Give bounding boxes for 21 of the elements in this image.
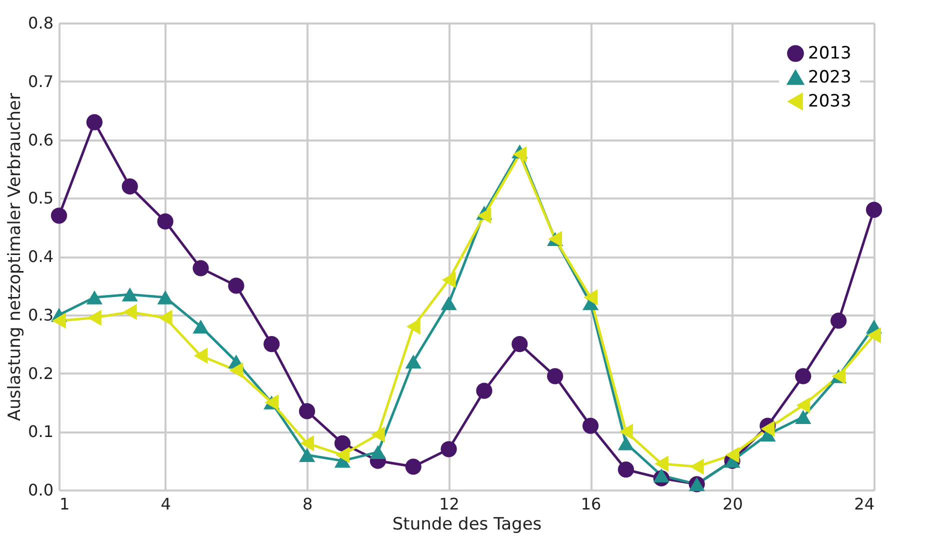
x-tick-label: 1 (60, 494, 70, 514)
legend-label: 2033 (808, 92, 852, 112)
y-tick-label: 0.0 (28, 480, 54, 500)
x-tick-label: 24 (854, 494, 874, 514)
y-tick-label: 0.7 (28, 72, 54, 91)
y-tick-label: 0.4 (28, 247, 54, 266)
y-tick-label: 0.6 (28, 130, 54, 150)
legend-label: 2023 (808, 68, 852, 88)
x-axis-title: Stunde des Tages (392, 514, 542, 534)
y-axis-title: Auslastung netzoptimaler Verbraucher (5, 93, 26, 421)
x-tick-label: 12 (439, 494, 460, 514)
x-tick-label: 16 (580, 494, 602, 514)
legend-label: 2013 (808, 44, 852, 64)
y-tick-label: 0.1 (28, 422, 54, 442)
y-tick-label: 0.2 (28, 364, 54, 383)
x-tick-label: 8 (302, 494, 313, 514)
y-tick-label: 0.5 (28, 188, 54, 208)
x-tick-label: 20 (722, 494, 743, 514)
y-tick-label: 0.3 (28, 305, 54, 324)
y-tick-label: 0.8 (28, 14, 54, 32)
x-tick-label: 4 (160, 494, 171, 514)
